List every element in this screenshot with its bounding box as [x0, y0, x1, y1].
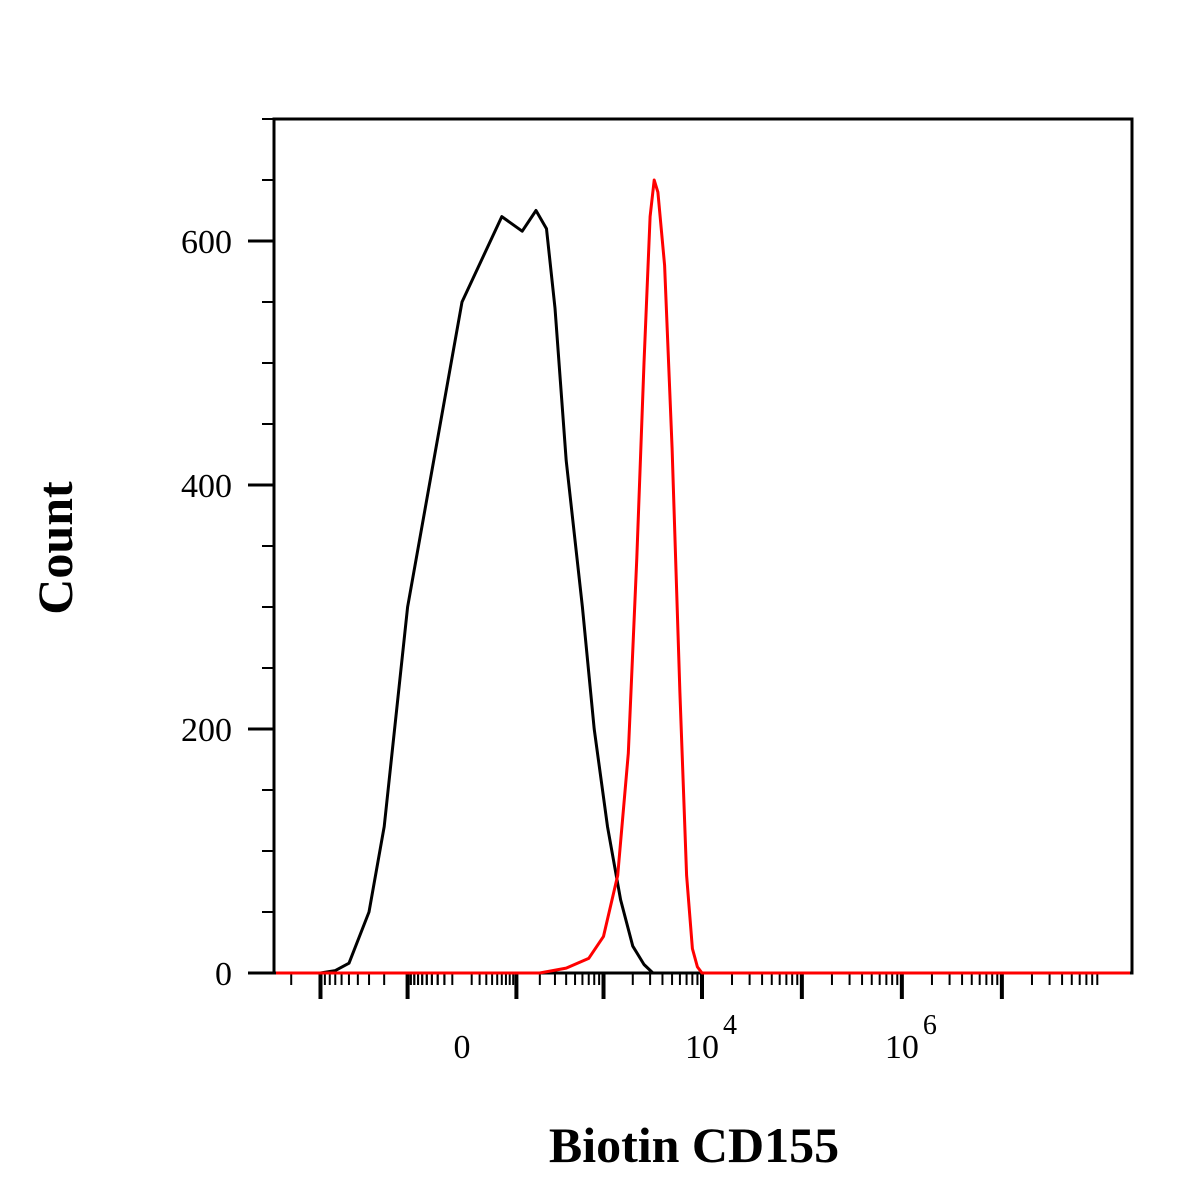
x-tick-label-exponent: 6: [923, 1010, 937, 1041]
x-tick-label-exponent: 4: [723, 1010, 737, 1041]
stained-histogram-line: [276, 178, 1130, 975]
control-histogram-line: [276, 209, 1130, 975]
x-tick-label: 10: [885, 1029, 919, 1066]
y-axis-minor-ticks: [262, 118, 274, 974]
x-tick-label: 0: [454, 1029, 471, 1066]
y-tick-label: 0: [215, 956, 232, 993]
plot-frame: [272, 117, 1134, 975]
x-tick-label: 10: [685, 1029, 719, 1066]
y-axis-major-ticks: 0 200 400 600: [181, 224, 274, 993]
y-axis-title: Count: [27, 481, 83, 615]
y-tick-label: 200: [181, 712, 232, 749]
x-axis-minor-ticks: [290, 973, 1099, 985]
histogram-curves: [276, 178, 1130, 975]
y-tick-label: 400: [181, 468, 232, 505]
y-tick-label: 600: [181, 224, 232, 261]
x-axis-title: Biotin CD155: [549, 1117, 839, 1173]
